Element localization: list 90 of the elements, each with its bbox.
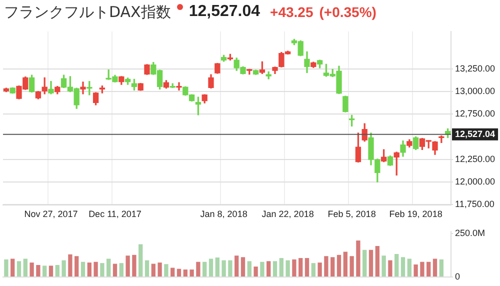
bar [439, 259, 444, 276]
bar [414, 264, 418, 276]
text: 12,527.04 [188, 3, 260, 21]
bar [30, 262, 34, 276]
x-tick-label: Feb 5, 2018 [328, 209, 376, 220]
bar [222, 260, 226, 276]
bar [55, 264, 60, 276]
bar [215, 258, 220, 276]
bar [94, 262, 98, 276]
text: +43.25 [270, 4, 314, 20]
bar [68, 254, 72, 276]
bar [138, 244, 143, 276]
y-tick-label: 12,000.00 [455, 176, 496, 186]
bar [311, 263, 316, 276]
bar [183, 270, 188, 276]
bar [74, 256, 79, 276]
y-tick-label: 13,000.00 [455, 86, 496, 96]
bar [112, 264, 118, 276]
y-tick-label: 12,250.00 [455, 154, 496, 164]
bar [286, 260, 290, 276]
bar [126, 256, 130, 276]
bar [350, 256, 354, 276]
bar [10, 258, 15, 276]
bar [394, 254, 399, 276]
bar [106, 258, 111, 276]
bar [158, 262, 162, 276]
bar [266, 261, 271, 276]
candlestick [176, 82, 182, 91]
bar [23, 258, 28, 276]
bar [368, 250, 374, 276]
candlestick [80, 82, 86, 94]
bar [330, 257, 335, 276]
y-tick-label: 11,750.00 [455, 198, 494, 209]
bar [375, 246, 380, 276]
y-tick-label: 0 [455, 271, 460, 282]
bar [356, 240, 360, 276]
y-tick-label: 13,250.00 [455, 64, 496, 74]
bar [388, 260, 392, 276]
bar [240, 257, 246, 276]
bar [362, 250, 367, 276]
bar [407, 258, 412, 276]
bar [228, 260, 232, 276]
bar [260, 262, 264, 276]
bar [100, 263, 104, 276]
bar [132, 254, 136, 276]
bar [304, 258, 310, 276]
bar [426, 262, 431, 276]
ref-line-label: 12,527.04 [455, 128, 496, 139]
bar [247, 261, 252, 276]
bar [80, 262, 86, 276]
bar [164, 264, 168, 276]
bar [420, 262, 424, 276]
bar [4, 259, 8, 276]
bar [16, 261, 22, 276]
bar [144, 260, 150, 276]
bar [176, 268, 182, 276]
x-tick-label: Jan 8, 2018 [200, 209, 248, 220]
bar [382, 256, 386, 276]
bar [254, 266, 258, 276]
bar [400, 257, 406, 276]
bar [36, 264, 40, 276]
bar [234, 256, 239, 276]
bar [318, 262, 322, 276]
bar [272, 261, 278, 276]
bar [190, 270, 194, 276]
bar [432, 258, 438, 276]
bar [119, 263, 124, 276]
x-tick-label: Dec 11, 2017 [88, 209, 142, 220]
bar [87, 262, 92, 276]
bar [292, 259, 296, 276]
bar [208, 258, 214, 276]
x-tick-label: Feb 19, 2018 [389, 209, 442, 220]
y-tick-label: 250.0M [455, 228, 486, 238]
bar [42, 266, 47, 276]
bar [62, 260, 66, 276]
bar [48, 266, 54, 276]
text: (+0.35%) [319, 4, 376, 20]
x-tick-label: Jan 22, 2018 [262, 209, 314, 220]
bar [202, 262, 207, 276]
bar [336, 254, 342, 276]
chart-title: フランクフルトDAX指数 [4, 2, 171, 22]
bar [170, 268, 175, 276]
bar [151, 264, 156, 276]
bar [324, 256, 328, 276]
bar [196, 262, 200, 276]
y-tick-label: 12,750.00 [455, 108, 496, 119]
bar [279, 258, 284, 276]
bar [343, 252, 348, 276]
x-tick-label: Nov 27, 2017 [24, 209, 78, 220]
bar [298, 258, 303, 276]
